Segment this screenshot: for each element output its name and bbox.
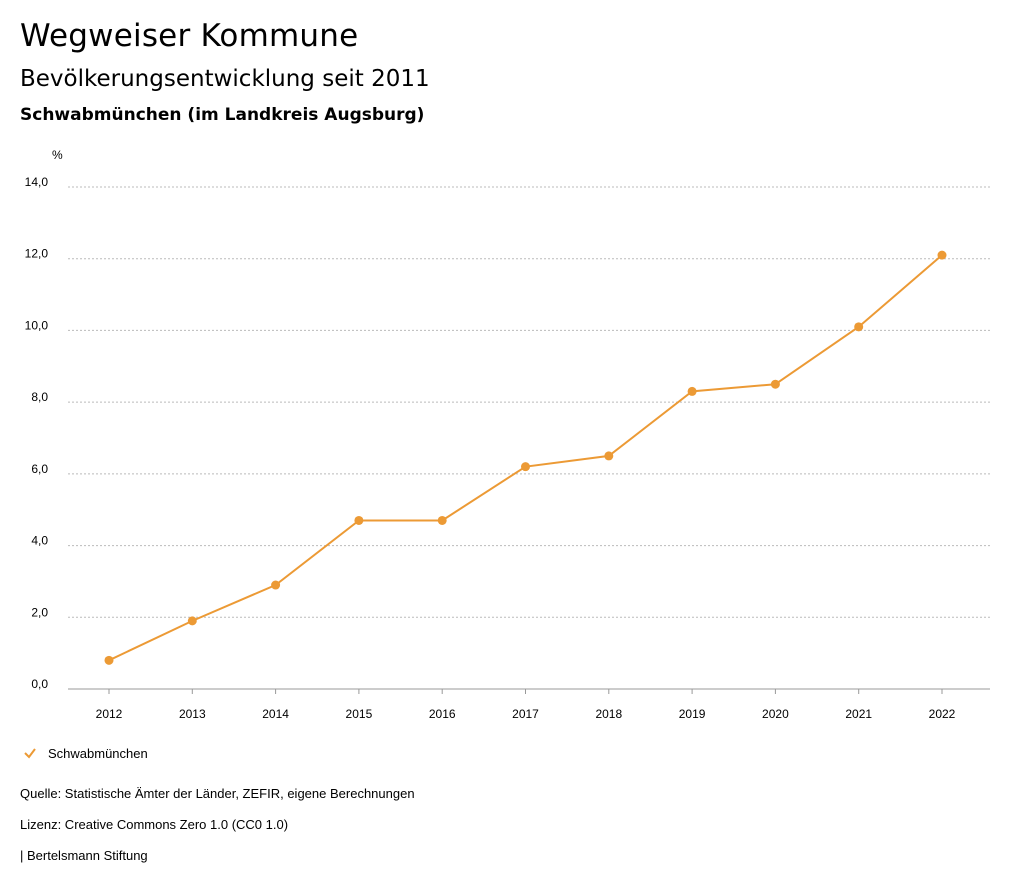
x-tick-label: 2012 bbox=[96, 707, 123, 721]
y-tick-label: 0,0 bbox=[31, 677, 48, 691]
y-tick-label: 6,0 bbox=[31, 462, 48, 476]
x-tick-label: 2015 bbox=[346, 707, 373, 721]
data-point[interactable] bbox=[770, 379, 780, 389]
x-tick-label: 2013 bbox=[179, 707, 206, 721]
legend-item[interactable]: Schwabmünchen bbox=[22, 745, 148, 761]
y-tick-label: 2,0 bbox=[31, 605, 48, 619]
x-tick-label: 2020 bbox=[762, 707, 789, 721]
x-tick-label: 2018 bbox=[595, 707, 622, 721]
publisher-note: | Bertelsmann Stiftung bbox=[20, 848, 148, 863]
y-axis-unit: % bbox=[52, 148, 63, 162]
y-tick-label: 14,0 bbox=[25, 175, 49, 189]
checkmark-icon bbox=[24, 748, 36, 759]
chart-subtitle: Bevölkerungsentwicklung seit 2011 bbox=[20, 66, 430, 92]
x-tick-label: 2022 bbox=[929, 707, 956, 721]
y-tick-label: 10,0 bbox=[25, 318, 49, 332]
line-chart: % 0,02,04,06,08,010,012,014,0 2012 2013 20… bbox=[25, 148, 990, 721]
chart-title: Wegweiser Kommune bbox=[20, 18, 359, 54]
grid-lines bbox=[68, 186, 990, 690]
y-tick-label: 12,0 bbox=[25, 247, 49, 261]
y-tick-labels: 0,0 2,0 4,0 6,0 8,0 10,0 12,0 14,0 bbox=[25, 175, 49, 691]
x-tick-label: 2016 bbox=[429, 707, 456, 721]
data-point[interactable] bbox=[104, 655, 114, 665]
x-tick-label: 2021 bbox=[845, 707, 872, 721]
y-tick-label: 4,0 bbox=[31, 534, 48, 548]
x-tick-label: 2017 bbox=[512, 707, 539, 721]
data-point[interactable] bbox=[271, 580, 281, 590]
source-note: Quelle: Statistische Ämter der Länder, Z… bbox=[20, 786, 415, 801]
x-tick-label: 2019 bbox=[679, 707, 706, 721]
data-point[interactable] bbox=[604, 451, 614, 461]
data-point[interactable] bbox=[854, 322, 864, 332]
data-point[interactable] bbox=[187, 616, 197, 626]
data-point[interactable] bbox=[354, 515, 364, 525]
series-line bbox=[108, 254, 943, 662]
series-layer bbox=[104, 250, 947, 665]
data-point[interactable] bbox=[521, 462, 530, 472]
data-point[interactable] bbox=[937, 250, 947, 260]
legend-label: Schwabmünchen bbox=[48, 745, 148, 761]
x-tick-label: 2014 bbox=[262, 707, 289, 721]
data-point[interactable] bbox=[437, 515, 447, 525]
y-tick-label: 8,0 bbox=[31, 390, 48, 404]
data-point[interactable] bbox=[687, 386, 697, 396]
x-tick-labels: 2012 2013 2014 2015 2016 2017 2018 2019 2020 2021… bbox=[96, 689, 956, 721]
region-label: Schwabmünchen (im Landkreis Augsburg) bbox=[20, 105, 425, 125]
license-note: Lizenz: Creative Commons Zero 1.0 (CC0 1… bbox=[20, 817, 289, 832]
